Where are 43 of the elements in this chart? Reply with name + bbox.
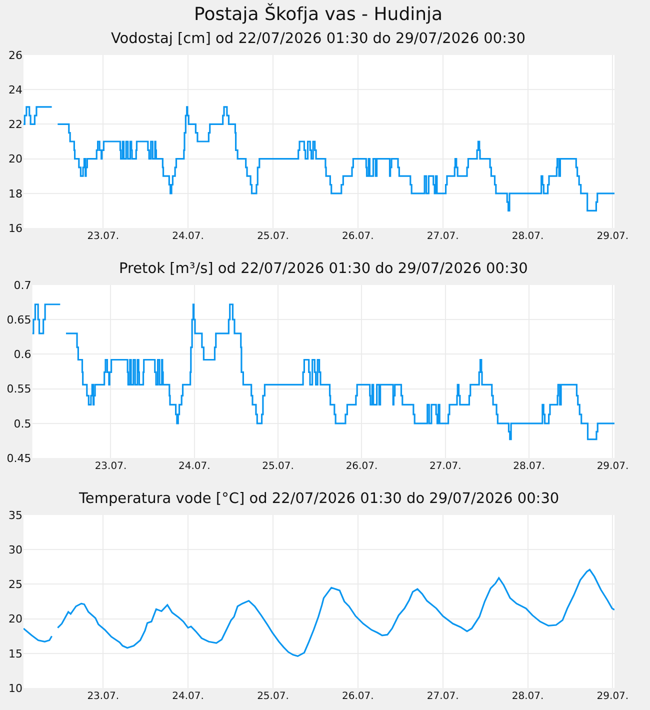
x-tick-label: 28.07. xyxy=(513,461,545,472)
x-tick-label: 25.07. xyxy=(257,231,289,242)
x-tick-label: 24.07. xyxy=(172,691,204,702)
x-tick-label: 29.07. xyxy=(596,461,629,472)
x-tick-label: 23.07. xyxy=(87,231,120,242)
x-tick-label: 26.07. xyxy=(342,231,374,242)
y-tick-label: 35 xyxy=(8,508,22,522)
y-tick-label: 26 xyxy=(8,48,22,62)
y-tick-label: 0.45 xyxy=(6,452,32,465)
chart-title: Temperatura vode [°C] od 22/07/2026 01:30 do 29/07/2026 00:30 xyxy=(78,491,560,507)
x-tick-label: 29.07. xyxy=(596,231,629,242)
y-tick-label: 0.6 xyxy=(14,348,32,362)
y-tick-label: 22 xyxy=(8,118,22,132)
chart-title: Pretok [m³/s] od 22/07/2026 01:30 do 29/07/2026 00:30 xyxy=(119,261,528,277)
y-tick-label: 18 xyxy=(8,187,22,200)
x-tick-label: 24.07. xyxy=(172,231,204,242)
x-tick-label: 23.07. xyxy=(94,461,127,472)
x-tick-label: 27.07. xyxy=(426,231,459,242)
x-tick-label: 28.07. xyxy=(512,231,544,242)
x-tick-label: 23.07. xyxy=(87,691,120,702)
x-tick-label: 25.07. xyxy=(262,461,294,472)
x-tick-label: 27.07. xyxy=(429,461,462,472)
chart-subtitle: Vodostaj [cm] od 22/07/2026 01:30 do 29/07/2026 00:30 xyxy=(111,31,526,47)
y-tick-label: 16 xyxy=(8,222,22,235)
y-tick-label: 0.65 xyxy=(6,313,32,326)
y-tick-label: 20 xyxy=(8,612,22,626)
x-tick-label: 25.07. xyxy=(257,691,289,702)
x-tick-label: 26.07. xyxy=(342,691,374,702)
y-tick-label: 20 xyxy=(8,152,22,166)
x-tick-label: 24.07. xyxy=(178,461,210,472)
x-tick-label: 29.07. xyxy=(596,691,629,702)
y-tick-label: 25 xyxy=(8,578,22,592)
y-tick-label: 30 xyxy=(8,543,22,556)
x-tick-label: 28.07. xyxy=(512,691,544,702)
y-tick-label: 10 xyxy=(8,682,22,695)
y-tick-label: 0.55 xyxy=(6,382,32,396)
chart-title: Postaja Škofja vas - Hudinja xyxy=(194,3,443,25)
y-tick-label: 0.7 xyxy=(14,278,32,292)
y-tick-label: 24 xyxy=(8,83,22,96)
x-tick-label: 26.07. xyxy=(346,461,378,472)
x-tick-label: 27.07. xyxy=(426,691,459,702)
y-tick-label: 0.5 xyxy=(14,417,32,430)
y-tick-label: 15 xyxy=(8,647,22,660)
